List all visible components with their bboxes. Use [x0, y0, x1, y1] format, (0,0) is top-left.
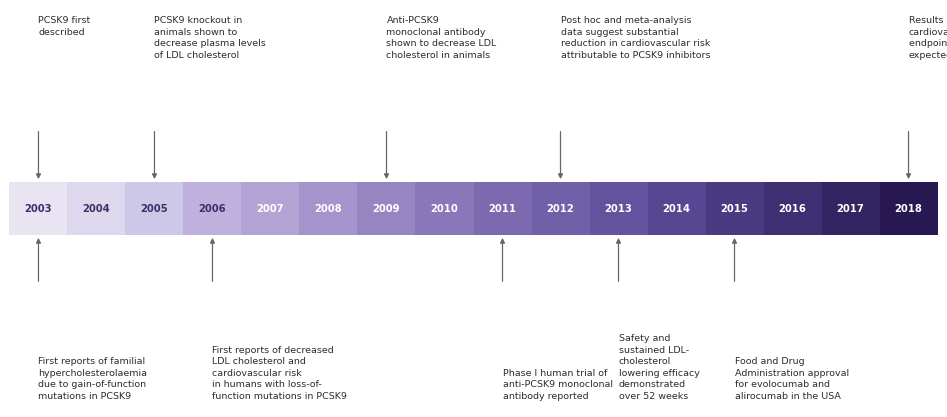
Text: PCSK9 knockout in
animals shown to
decrease plasma levels
of LDL cholesterol: PCSK9 knockout in animals shown to decre… [154, 16, 266, 60]
Text: 2017: 2017 [836, 203, 865, 214]
Text: 2013: 2013 [604, 203, 633, 214]
Text: 2005: 2005 [141, 203, 169, 214]
Text: 2011: 2011 [489, 203, 516, 214]
Text: Post hoc and meta-analysis
data suggest substantial
reduction in cardiovascular : Post hoc and meta-analysis data suggest … [561, 16, 710, 60]
Text: First reports of decreased
LDL cholesterol and
cardiovascular risk
in humans wit: First reports of decreased LDL cholester… [212, 346, 348, 401]
Text: 2008: 2008 [314, 203, 342, 214]
Bar [531, 182, 589, 235]
Bar [184, 182, 241, 235]
Bar [241, 182, 299, 235]
Text: 2016: 2016 [778, 203, 807, 214]
Bar [358, 182, 416, 235]
Text: 2004: 2004 [82, 203, 111, 214]
Text: PCSK9 first
described: PCSK9 first described [39, 16, 91, 37]
Bar [9, 182, 67, 235]
Text: Food and Drug
Administration approval
for evolocumab and
alirocumab in the USA: Food and Drug Administration approval fo… [735, 357, 849, 401]
Bar [474, 182, 531, 235]
Text: 2012: 2012 [546, 203, 575, 214]
Text: 2009: 2009 [373, 203, 401, 214]
Text: Phase I human trial of
anti-PCSK9 monoclonal
antibody reported: Phase I human trial of anti-PCSK9 monocl… [503, 369, 613, 401]
Text: 2014: 2014 [663, 203, 690, 214]
Bar [589, 182, 648, 235]
Text: 2007: 2007 [257, 203, 284, 214]
Text: Safety and
sustained LDL-
cholesterol
lowering efficacy
demonstrated
over 52 wee: Safety and sustained LDL- cholesterol lo… [618, 334, 700, 401]
Bar [821, 182, 880, 235]
Bar [67, 182, 125, 235]
Text: 2006: 2006 [199, 203, 226, 214]
Text: 2003: 2003 [25, 203, 52, 214]
Text: Anti-PCSK9
monoclonal antibody
shown to decrease LDL
cholesterol in animals: Anti-PCSK9 monoclonal antibody shown to … [386, 16, 497, 60]
Text: 2018: 2018 [895, 203, 922, 214]
Bar [648, 182, 706, 235]
Text: 2010: 2010 [431, 203, 458, 214]
Text: Results of major
cardiovascular
endpoint studies
expected: Results of major cardiovascular endpoint… [908, 16, 947, 60]
Text: First reports of familial
hypercholesterolaemia
due to gain-of-function
mutation: First reports of familial hypercholester… [39, 357, 148, 401]
Bar [416, 182, 474, 235]
Bar [706, 182, 763, 235]
Bar [763, 182, 821, 235]
Bar [125, 182, 184, 235]
Bar [880, 182, 938, 235]
Text: 2015: 2015 [721, 203, 748, 214]
Bar [299, 182, 358, 235]
